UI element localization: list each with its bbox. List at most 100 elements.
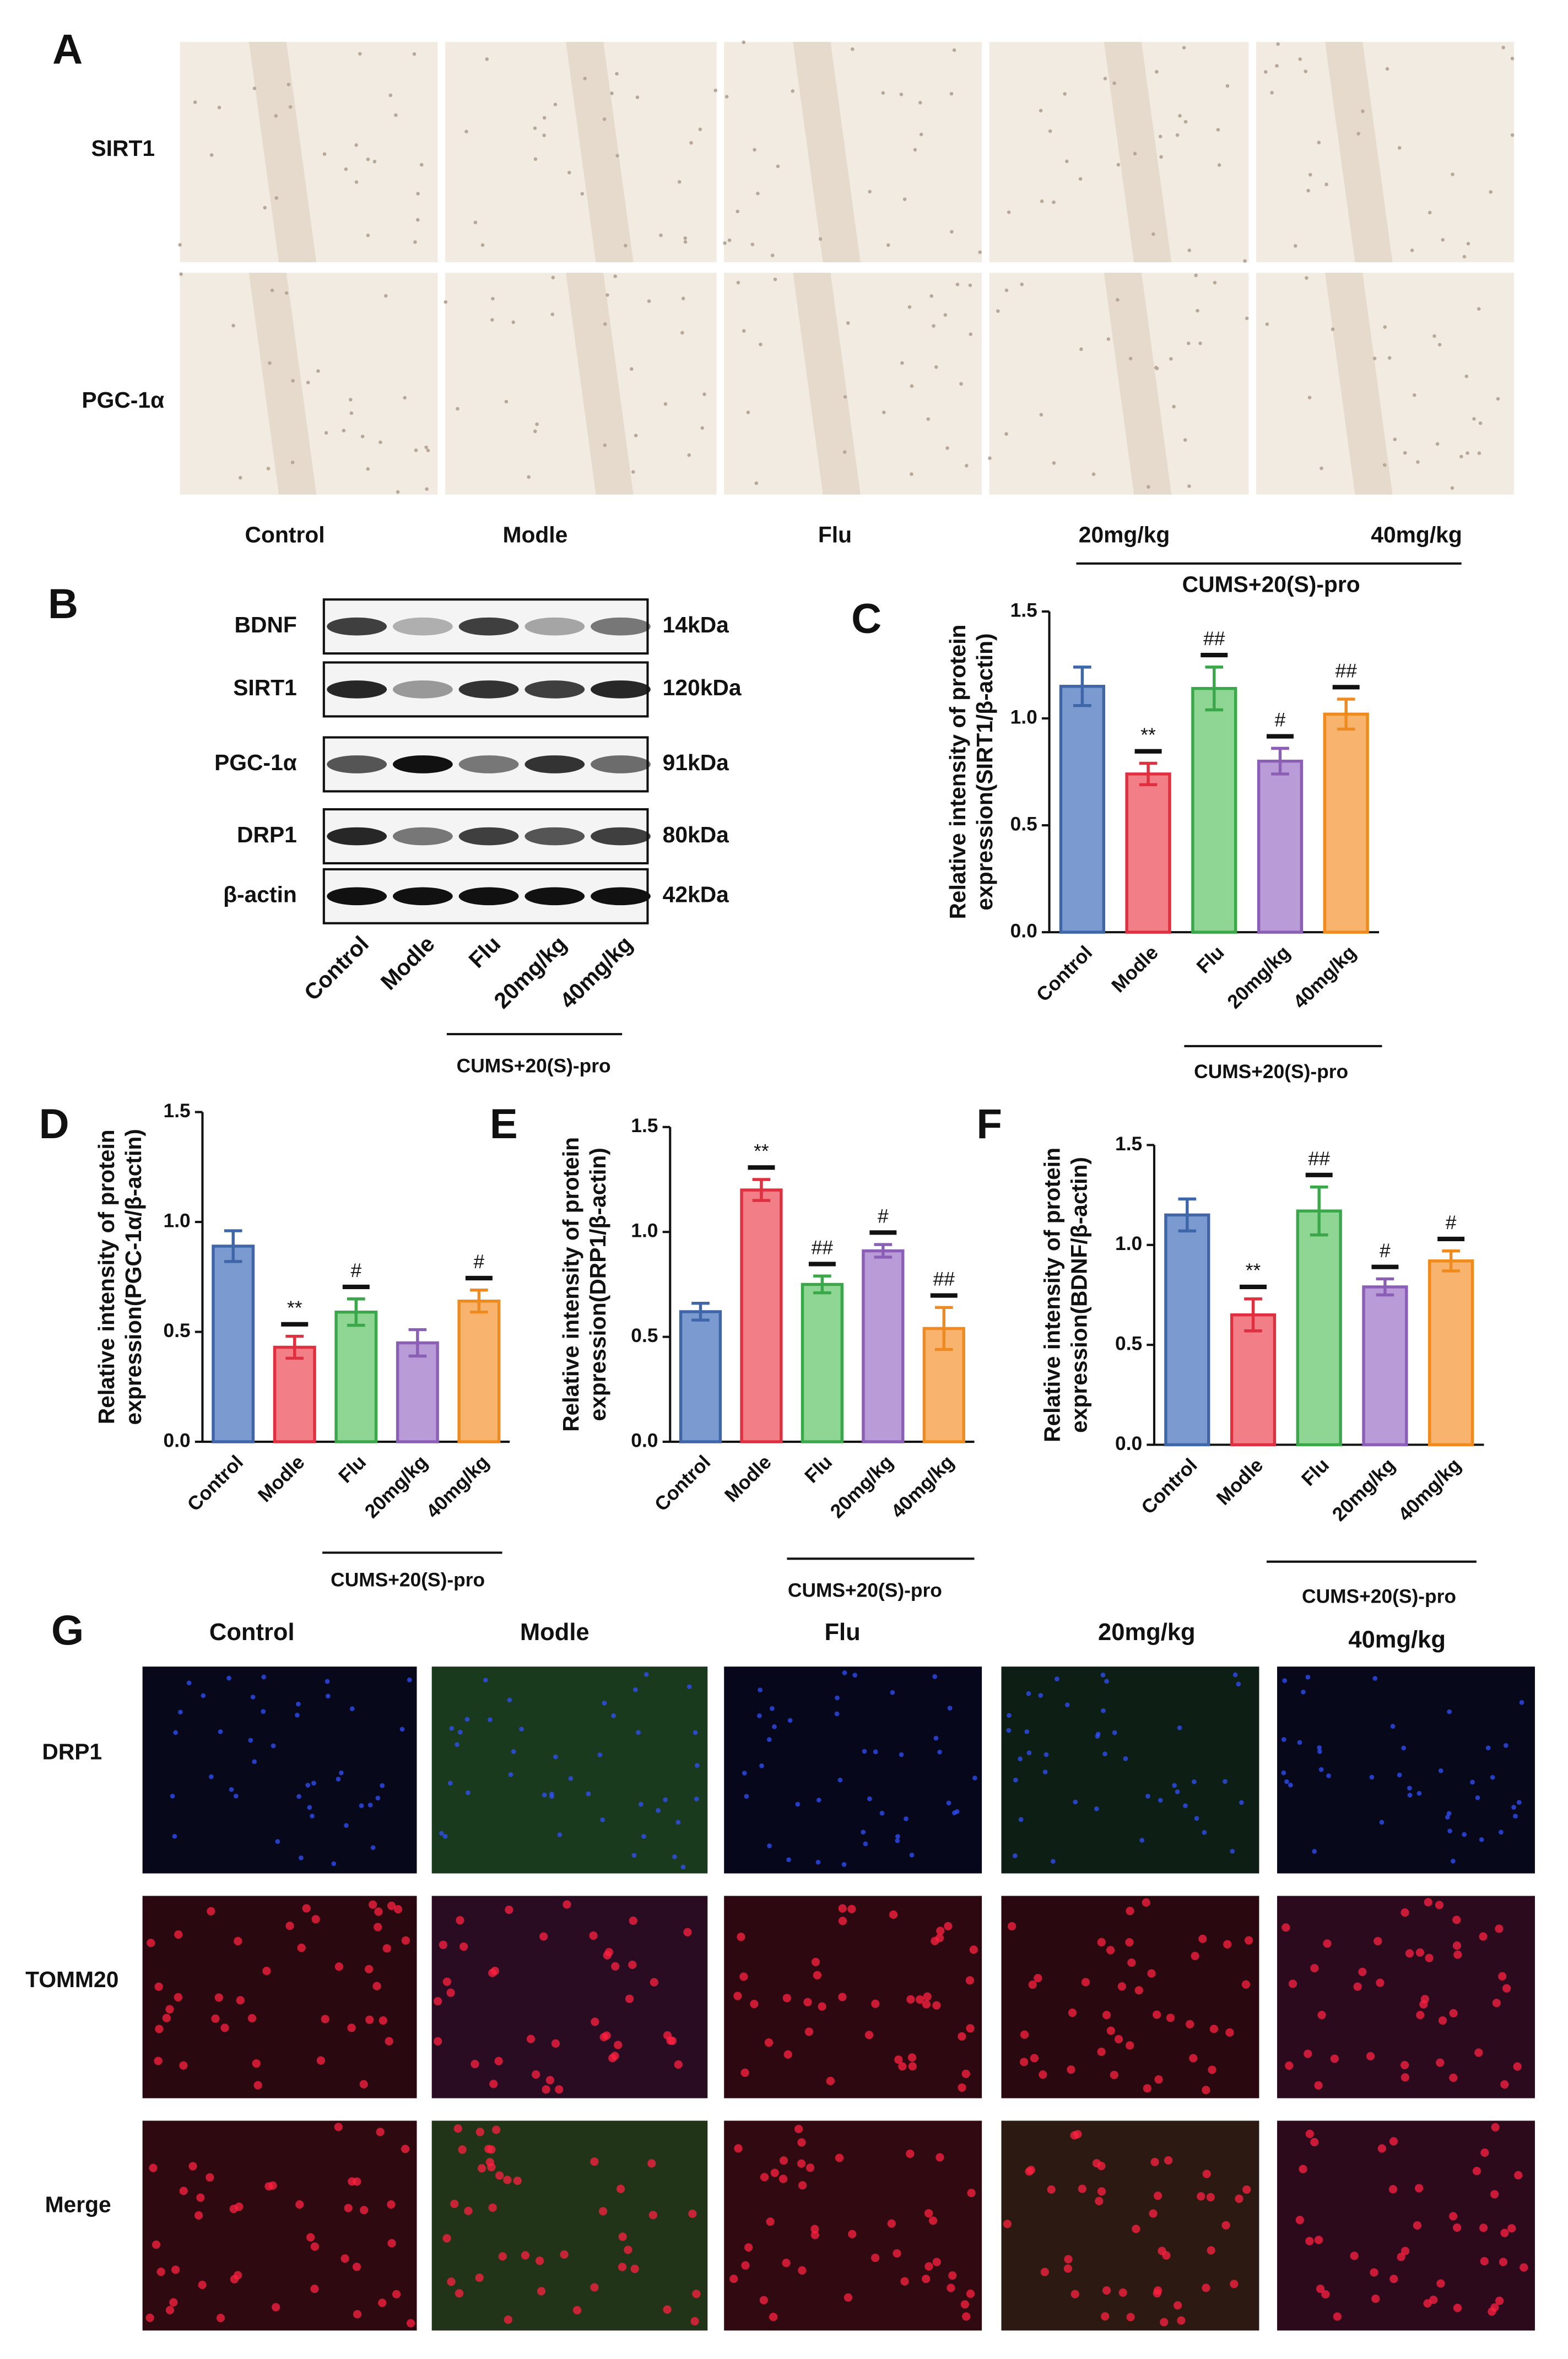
- significance-label: ##: [1203, 628, 1225, 650]
- cell: [946, 1800, 951, 1806]
- cell: [475, 2128, 484, 2136]
- cell: [1194, 1816, 1199, 1821]
- cell: [170, 1793, 175, 1799]
- cell: [648, 2211, 658, 2220]
- x-tick-label: 20mg/kg: [826, 1451, 897, 1522]
- cell: [1447, 1709, 1452, 1714]
- fluorescence-image: [431, 1667, 708, 1874]
- cell: [1379, 1820, 1385, 1825]
- cell: [416, 192, 420, 196]
- cell: [867, 1796, 872, 1801]
- cell: [1097, 1938, 1106, 1947]
- cell: [379, 2016, 387, 2025]
- cell: [387, 2239, 396, 2248]
- cell: [1401, 1745, 1407, 1751]
- error-bar: [1244, 1297, 1262, 1333]
- y-axis-label: expression(SIRT1/β-actin): [972, 633, 997, 910]
- cell: [1112, 1730, 1117, 1735]
- cell: [209, 153, 214, 157]
- cell: [1162, 2251, 1171, 2260]
- cell: [924, 2262, 933, 2271]
- cell: [1270, 90, 1274, 95]
- cell: [770, 1706, 775, 1711]
- cell: [937, 1749, 942, 1755]
- cell: [494, 2057, 503, 2065]
- cell: [1020, 2058, 1029, 2066]
- cell: [1413, 2221, 1422, 2230]
- cell: [887, 2219, 896, 2228]
- cell: [890, 1690, 895, 1695]
- cell: [321, 2015, 329, 2023]
- cell: [1216, 128, 1220, 132]
- cell: [1416, 2010, 1425, 2020]
- cell: [935, 1934, 944, 1943]
- cell: [216, 2313, 225, 2323]
- cell: [783, 2050, 792, 2059]
- cell: [680, 1864, 686, 1870]
- cell: [1514, 2171, 1523, 2179]
- cell: [1320, 466, 1323, 470]
- cell: [542, 116, 547, 120]
- cell: [693, 1730, 698, 1735]
- error-bar: [874, 1243, 893, 1259]
- cell: [1397, 1772, 1402, 1778]
- cell: [1513, 2062, 1522, 2071]
- cell: [791, 89, 795, 93]
- cell: [766, 2217, 775, 2226]
- ihc-band: [566, 273, 634, 495]
- cell: [899, 93, 904, 96]
- cell: [1424, 1898, 1432, 1907]
- cell: [898, 2062, 907, 2071]
- cell: [485, 57, 489, 61]
- cell: [526, 2035, 536, 2043]
- cell: [1495, 2296, 1504, 2305]
- band: [327, 680, 387, 699]
- cell: [450, 2199, 459, 2209]
- cell: [944, 1922, 953, 1931]
- cell: [1305, 2129, 1314, 2139]
- cell: [934, 365, 938, 369]
- cell: [1018, 1756, 1023, 1762]
- cell: [1104, 1679, 1109, 1684]
- cell: [797, 2138, 806, 2147]
- cell: [1102, 1751, 1107, 1756]
- cell: [1306, 188, 1310, 193]
- cell: [354, 180, 359, 184]
- cell: [491, 296, 495, 301]
- cell: [394, 113, 398, 117]
- cell: [231, 323, 235, 328]
- cell: [795, 1801, 801, 1807]
- ihc-band: [1104, 273, 1172, 495]
- cell: [555, 2085, 564, 2094]
- cell: [567, 171, 571, 175]
- cell: [805, 2163, 815, 2172]
- cell: [459, 1942, 468, 1951]
- panel-letter: B: [48, 581, 78, 627]
- cell: [810, 2225, 819, 2233]
- ihc-band: [1325, 42, 1393, 263]
- cell: [379, 440, 382, 444]
- cell: [306, 381, 310, 385]
- cell: [539, 1932, 548, 1941]
- cell: [334, 2123, 343, 2131]
- cell: [198, 2280, 207, 2290]
- cell: [533, 126, 537, 130]
- cell: [770, 253, 775, 257]
- cell: [1317, 2011, 1326, 2020]
- cell: [611, 1713, 617, 1718]
- cell: [179, 2187, 188, 2195]
- cell: [483, 1678, 488, 1683]
- cell: [488, 2203, 497, 2212]
- cell: [1419, 2000, 1428, 2009]
- cell: [1502, 1984, 1511, 1993]
- fluorescence-image: [142, 1667, 417, 1874]
- cell: [230, 2275, 239, 2284]
- cell: [1206, 2193, 1215, 2201]
- cell: [1452, 1916, 1461, 1924]
- cell: [786, 1857, 791, 1863]
- cell: [733, 1992, 742, 2000]
- cell: [879, 1810, 885, 1816]
- significance-label: ##: [1309, 1148, 1331, 1170]
- fluorescence-image: [431, 2120, 708, 2331]
